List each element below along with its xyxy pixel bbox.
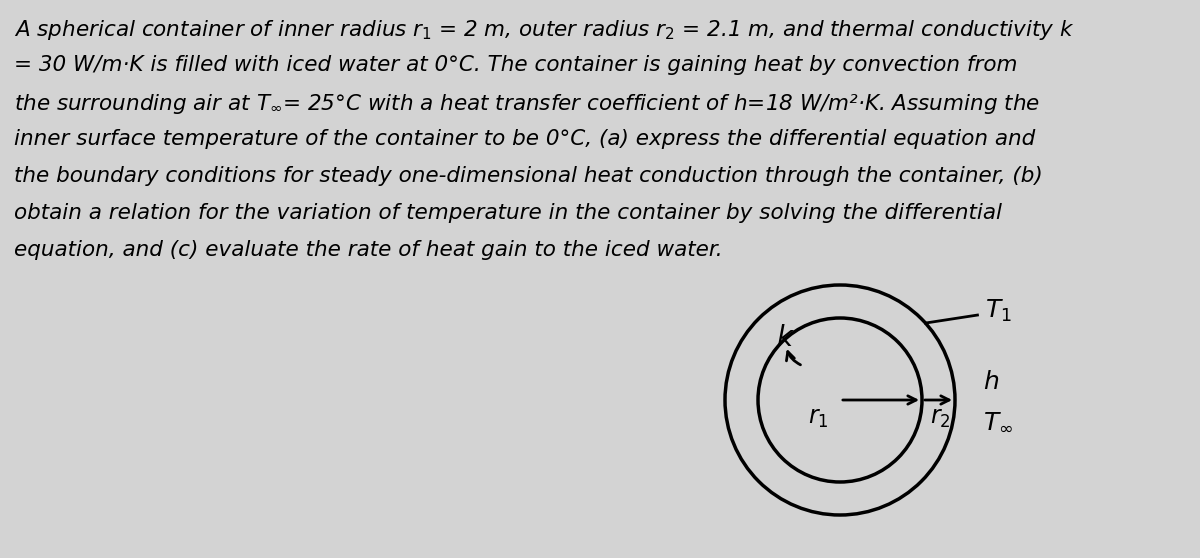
Text: = 30 W/m·K is filled with iced water at 0°C. The container is gaining heat by co: = 30 W/m·K is filled with iced water at … bbox=[14, 55, 1018, 75]
Text: $k$: $k$ bbox=[775, 324, 794, 352]
Text: A spherical container of inner radius $r_1$ = 2 m, outer radius $r_2$ = 2.1 m, a: A spherical container of inner radius $r… bbox=[14, 18, 1074, 42]
Text: $r_2$: $r_2$ bbox=[930, 406, 950, 430]
Text: inner surface temperature of the container to be 0°C, (a) express the differenti: inner surface temperature of the contain… bbox=[14, 129, 1036, 149]
Circle shape bbox=[758, 318, 922, 482]
Text: equation, and (c) evaluate the rate of heat gain to the iced water.: equation, and (c) evaluate the rate of h… bbox=[14, 240, 722, 260]
Text: $T_1$: $T_1$ bbox=[985, 298, 1013, 324]
Text: $T_\infty$: $T_\infty$ bbox=[983, 410, 1013, 434]
Circle shape bbox=[725, 285, 955, 515]
Text: the surrounding air at $T_\infty$= 25°C with a heat transfer coefficient of $h$=: the surrounding air at $T_\infty$= 25°C … bbox=[14, 92, 1040, 116]
Text: obtain a relation for the variation of temperature in the container by solving t: obtain a relation for the variation of t… bbox=[14, 203, 1002, 223]
Text: $r_1$: $r_1$ bbox=[808, 406, 828, 430]
Text: the boundary conditions for steady one-dimensional heat conduction through the c: the boundary conditions for steady one-d… bbox=[14, 166, 1043, 186]
Text: $h$: $h$ bbox=[983, 370, 1000, 394]
